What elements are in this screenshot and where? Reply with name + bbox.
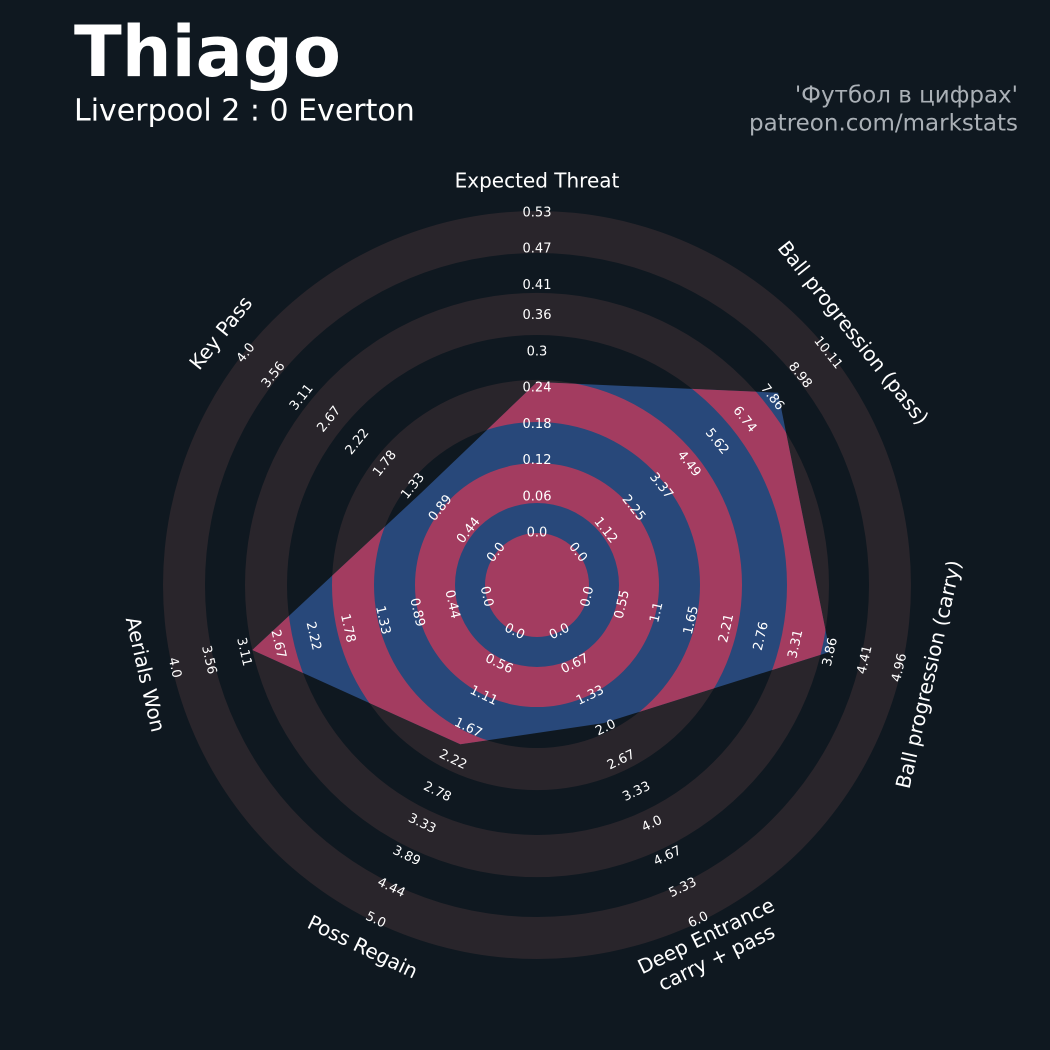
tick-label: 1.1: [647, 601, 666, 625]
tick-label: 3.31: [785, 628, 806, 660]
tick-label: 3.11: [233, 636, 254, 668]
tick-label: 3.86: [820, 636, 841, 668]
tick-label: 2.76: [751, 620, 772, 652]
tick-label: 0.44: [441, 589, 462, 621]
tick-label: 3.56: [198, 644, 219, 676]
tick-label: 0.06: [523, 489, 552, 504]
ring-highlight: [414, 462, 660, 708]
tick-label: 0.0: [477, 585, 496, 609]
tick-label: 0.3: [527, 344, 548, 359]
tick-label: 0.36: [523, 308, 552, 323]
tick-label: 0.53: [523, 206, 552, 221]
tick-label: 1.33: [372, 604, 393, 636]
credit: 'Футбол в цифрах': [795, 83, 1018, 109]
tick-label: 0.0: [578, 585, 597, 609]
credit: patreon.com/markstats: [749, 111, 1018, 137]
tick-label: 0.24: [523, 381, 552, 396]
tick-label: 2.67: [268, 628, 289, 660]
tick-label: 0.41: [523, 278, 552, 293]
tick-label: 4.0: [165, 656, 184, 680]
tick-label: 0.12: [523, 453, 552, 468]
tick-label: 2.21: [716, 613, 737, 645]
tick-label: 0.0: [527, 526, 548, 541]
tick-label: 0.47: [523, 242, 552, 257]
tick-label: 0.89: [406, 597, 427, 629]
chart-title: Thiago: [74, 11, 341, 93]
tick-label: 0.55: [612, 589, 633, 621]
axis-label: Expected Threat: [455, 169, 620, 193]
tick-label: 4.96: [889, 652, 910, 684]
tick-label: 0.18: [523, 417, 552, 432]
chart-subtitle: Liverpool 2 : 0 Everton: [74, 94, 415, 129]
tick-label: 2.22: [303, 620, 324, 652]
tick-label: 4.41: [855, 644, 876, 676]
tick-label: 1.78: [337, 612, 358, 644]
ring-highlight: [485, 533, 589, 637]
highlight-rings: [252, 382, 830, 745]
tick-label: 1.65: [681, 604, 702, 636]
